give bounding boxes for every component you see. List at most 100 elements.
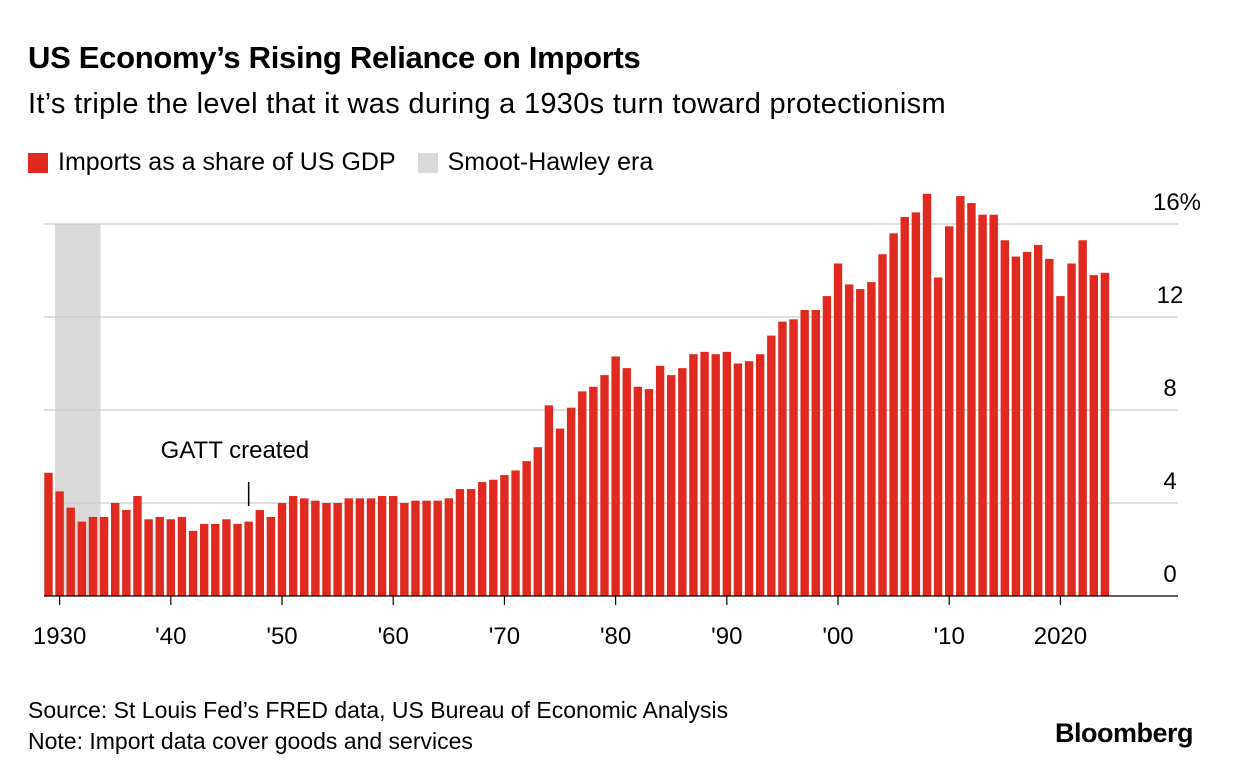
legend-label-imports: Imports as a share of US GDP [58,148,396,176]
bar [811,310,820,596]
bar [867,282,876,596]
y-tick-label: 4 [1163,468,1176,495]
bar [88,516,98,596]
bar [767,335,776,596]
bar [222,519,231,596]
bar [244,521,253,596]
bar [667,375,676,596]
bar [166,519,176,596]
bar [433,500,442,596]
legend-item-era: Smoot-Hawley era [417,148,654,177]
bar [945,226,954,596]
bar [199,523,209,596]
bar [789,319,798,596]
bar [822,296,832,596]
bar [477,482,487,596]
bar [233,523,242,596]
y-tick-label: 0 [1163,561,1176,588]
source-text: Source: St Louis Fed’s FRED data, US Bur… [28,697,729,723]
bar [1056,296,1065,596]
bar [66,507,75,596]
bar [422,500,431,596]
bar [722,351,732,596]
bar [622,368,631,596]
bar [511,470,520,596]
bar [544,405,554,596]
bar [900,217,909,596]
footer: Source: St Louis Fed’s FRED data, US Bur… [28,695,728,757]
bar [644,389,654,596]
bar [366,498,376,596]
bar [711,354,720,596]
bar [678,368,687,596]
x-tick-label: '50 [266,623,297,650]
bar [800,310,809,596]
x-tick-label: '40 [155,623,186,650]
bar [1033,244,1043,597]
bar [1067,263,1076,596]
legend-item-imports: Imports as a share of US GDP [28,148,396,177]
bar [288,496,298,596]
bar [466,489,476,596]
bar [44,472,53,596]
bar [55,491,64,596]
bar [989,214,998,596]
bar [1011,256,1021,596]
bar [333,503,342,596]
bar [277,503,287,596]
bar [1000,240,1010,596]
x-tick-label: '10 [934,623,965,650]
bar [600,375,609,596]
bar [911,212,921,596]
bar [856,289,865,596]
x-tick-label: 2020 [1034,623,1087,650]
bar [389,496,398,596]
bloomberg-logo: Bloomberg [1054,718,1194,748]
bar [444,498,454,596]
bar [133,496,142,596]
bar [311,500,320,596]
bar [155,516,164,596]
chart-subtitle: It’s triple the level that it was during… [28,88,946,120]
x-tick-label: '90 [711,623,742,650]
y-tick-label: 12 [1157,282,1184,309]
bar [1022,251,1032,596]
bar [1089,275,1098,596]
x-tick-label: 1930 [33,623,86,650]
bar [111,503,120,596]
bar [933,277,943,596]
bar [455,489,465,596]
bar [300,498,309,596]
bar [733,363,743,596]
bar [177,516,187,596]
bar [878,254,887,596]
bar [500,475,509,596]
bar [522,461,531,596]
bar [122,509,131,596]
bar [377,496,387,596]
bar [555,428,565,596]
bar [344,498,353,596]
x-tick-label: '70 [489,623,520,650]
legend-label-era: Smoot-Hawley era [447,148,654,176]
bar [956,196,965,596]
bar [489,479,498,596]
bar [967,203,976,596]
bar [755,354,765,596]
bar [778,321,787,596]
bar [589,386,598,596]
annotation-gatt: GATT created [161,437,310,464]
y-tick-label: 16% [1153,189,1201,216]
bar [355,498,365,596]
bar [689,354,698,596]
bar [533,447,542,596]
bar [611,356,620,596]
bar [211,523,220,596]
legend-swatch-era [417,152,438,173]
bar [566,407,576,596]
bar [633,386,643,596]
bar [978,214,987,596]
bar [700,351,709,596]
bar [833,263,843,596]
